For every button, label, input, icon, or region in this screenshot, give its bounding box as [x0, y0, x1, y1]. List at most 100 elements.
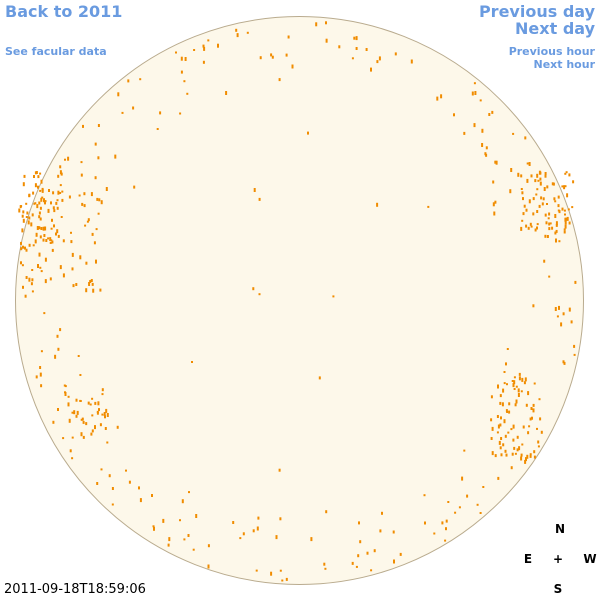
facula: [494, 160, 497, 164]
facula: [536, 188, 539, 191]
facula: [207, 544, 210, 548]
facula: [555, 238, 557, 243]
facula: [358, 521, 360, 525]
facula: [445, 519, 448, 523]
facula: [496, 431, 499, 434]
facula: [191, 361, 193, 363]
facula: [325, 21, 327, 25]
compass-center: +: [552, 552, 564, 566]
facula: [537, 440, 540, 444]
facula: [516, 435, 519, 439]
facula: [530, 225, 533, 228]
facula: [522, 197, 524, 201]
facula: [353, 36, 356, 40]
facula: [538, 204, 541, 208]
next-hour-link[interactable]: Next hour: [533, 58, 596, 71]
facula: [59, 184, 62, 187]
facula: [54, 354, 57, 359]
facula: [39, 189, 42, 192]
facula: [34, 171, 37, 175]
facula: [202, 44, 205, 48]
facula: [83, 204, 86, 208]
facula: [42, 238, 45, 242]
facula: [55, 201, 58, 205]
facula: [72, 284, 75, 288]
facula: [41, 196, 44, 199]
facula: [101, 388, 104, 392]
facula: [188, 491, 190, 494]
facula: [503, 371, 506, 373]
facula: [512, 383, 515, 388]
facula: [548, 222, 551, 226]
facula: [521, 443, 524, 446]
next-day-link[interactable]: Next day: [515, 19, 595, 38]
facula: [530, 407, 533, 410]
facula: [101, 393, 104, 396]
facula: [42, 226, 45, 231]
facula: [551, 226, 554, 230]
facula: [355, 565, 358, 568]
facula: [502, 443, 505, 447]
facula: [504, 434, 507, 438]
facula: [285, 53, 288, 57]
facula: [565, 217, 568, 221]
facula: [22, 245, 24, 249]
facula: [96, 197, 99, 201]
facular-link[interactable]: See facular data: [5, 45, 107, 58]
previous-day-link[interactable]: Previous day: [478, 2, 595, 21]
facula: [62, 273, 65, 278]
facula: [38, 211, 41, 215]
facula: [520, 453, 523, 457]
facula: [566, 193, 569, 198]
facula: [278, 78, 281, 82]
facula: [33, 175, 35, 178]
facula: [44, 226, 47, 231]
facula: [94, 425, 96, 430]
facula: [106, 413, 109, 417]
facula: [566, 216, 569, 221]
facula: [520, 226, 523, 231]
facula: [52, 420, 55, 424]
facula: [57, 234, 60, 238]
facula: [259, 56, 262, 60]
facula: [91, 397, 94, 400]
back-link[interactable]: Back to 2011: [5, 2, 123, 21]
facula: [55, 232, 57, 236]
facula: [25, 202, 28, 205]
facula: [68, 418, 71, 423]
facula: [488, 113, 491, 116]
facula: [552, 182, 555, 186]
facula: [70, 231, 72, 234]
facula: [497, 476, 500, 480]
facula: [572, 180, 575, 184]
facula: [69, 449, 72, 453]
facula: [181, 499, 184, 504]
facula: [563, 209, 566, 212]
facula: [34, 239, 37, 244]
facula: [531, 416, 533, 420]
facula: [525, 457, 527, 462]
facula: [539, 417, 542, 421]
facula: [192, 548, 195, 551]
facula: [501, 402, 504, 407]
facula: [532, 304, 535, 308]
facula: [25, 216, 28, 218]
facula: [473, 123, 476, 128]
facula: [90, 279, 93, 282]
facula: [64, 392, 67, 396]
facula: [497, 384, 499, 389]
facula: [479, 512, 482, 514]
facula: [525, 208, 528, 212]
facula: [554, 214, 557, 218]
facula: [39, 366, 42, 369]
facula: [39, 172, 42, 175]
facula: [492, 180, 495, 184]
facula: [30, 282, 33, 286]
previous-hour-link[interactable]: Previous hour: [508, 45, 595, 58]
facula: [99, 423, 102, 427]
facula: [524, 136, 527, 140]
facula: [79, 255, 82, 260]
facula: [35, 375, 38, 379]
facula: [43, 312, 46, 315]
